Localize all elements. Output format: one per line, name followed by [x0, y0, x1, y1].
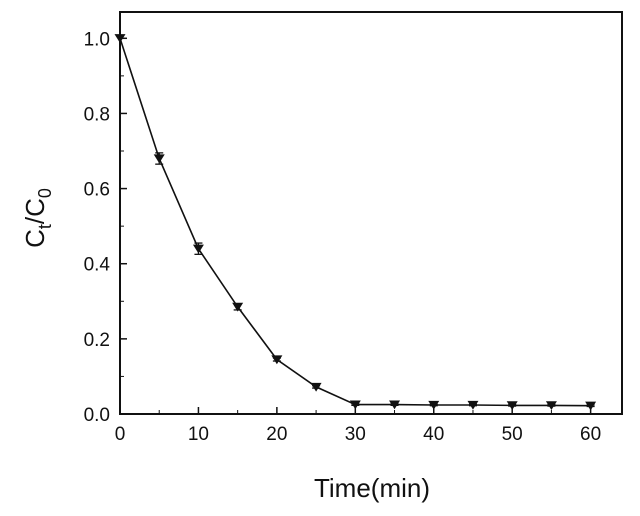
data-point — [310, 382, 322, 392]
y-axis-title-sub-t: t — [35, 224, 55, 229]
y-axis-title-main: C — [20, 229, 50, 248]
x-tick-label: 30 — [345, 424, 366, 445]
data-point — [506, 401, 518, 411]
plot-frame — [119, 11, 623, 415]
x-axis-ticks: 0 10 20 30 40 50 60 — [115, 407, 601, 445]
data-point — [389, 400, 401, 410]
y-axis-title: Ct/C0 — [20, 188, 55, 248]
x-tick-label: 40 — [423, 424, 444, 445]
data-point — [153, 154, 165, 164]
data-point — [271, 355, 283, 365]
data-point — [349, 400, 361, 410]
series-line — [119, 38, 591, 407]
x-tick-label: 10 — [188, 424, 209, 445]
data-point — [232, 302, 244, 312]
x-tick-label: 60 — [580, 424, 601, 445]
x-tick-label: 0 — [115, 424, 126, 445]
data-point — [192, 244, 204, 254]
data-point — [467, 400, 479, 410]
data-point — [585, 401, 597, 411]
data-point — [545, 401, 557, 411]
x-axis-title: Time(min) — [314, 473, 430, 503]
y-axis-ticks: 0.0 0.2 0.4 0.6 0.8 1.0 — [84, 29, 127, 426]
x-tick-label: 50 — [502, 424, 523, 445]
plot-marks — [114, 34, 597, 411]
y-axis-title-mid: /C — [20, 198, 50, 224]
y-tick-label: 1.0 — [84, 29, 110, 50]
data-point — [428, 400, 440, 410]
y-axis-title-sub-0: 0 — [35, 188, 55, 198]
y-tick-label: 0.2 — [84, 330, 110, 351]
y-tick-label: 0.8 — [84, 104, 110, 125]
x-tick-label: 20 — [266, 424, 287, 445]
y-tick-label: 0.0 — [84, 405, 110, 426]
y-tick-label: 0.4 — [84, 255, 111, 276]
y-tick-label: 0.6 — [84, 180, 110, 201]
